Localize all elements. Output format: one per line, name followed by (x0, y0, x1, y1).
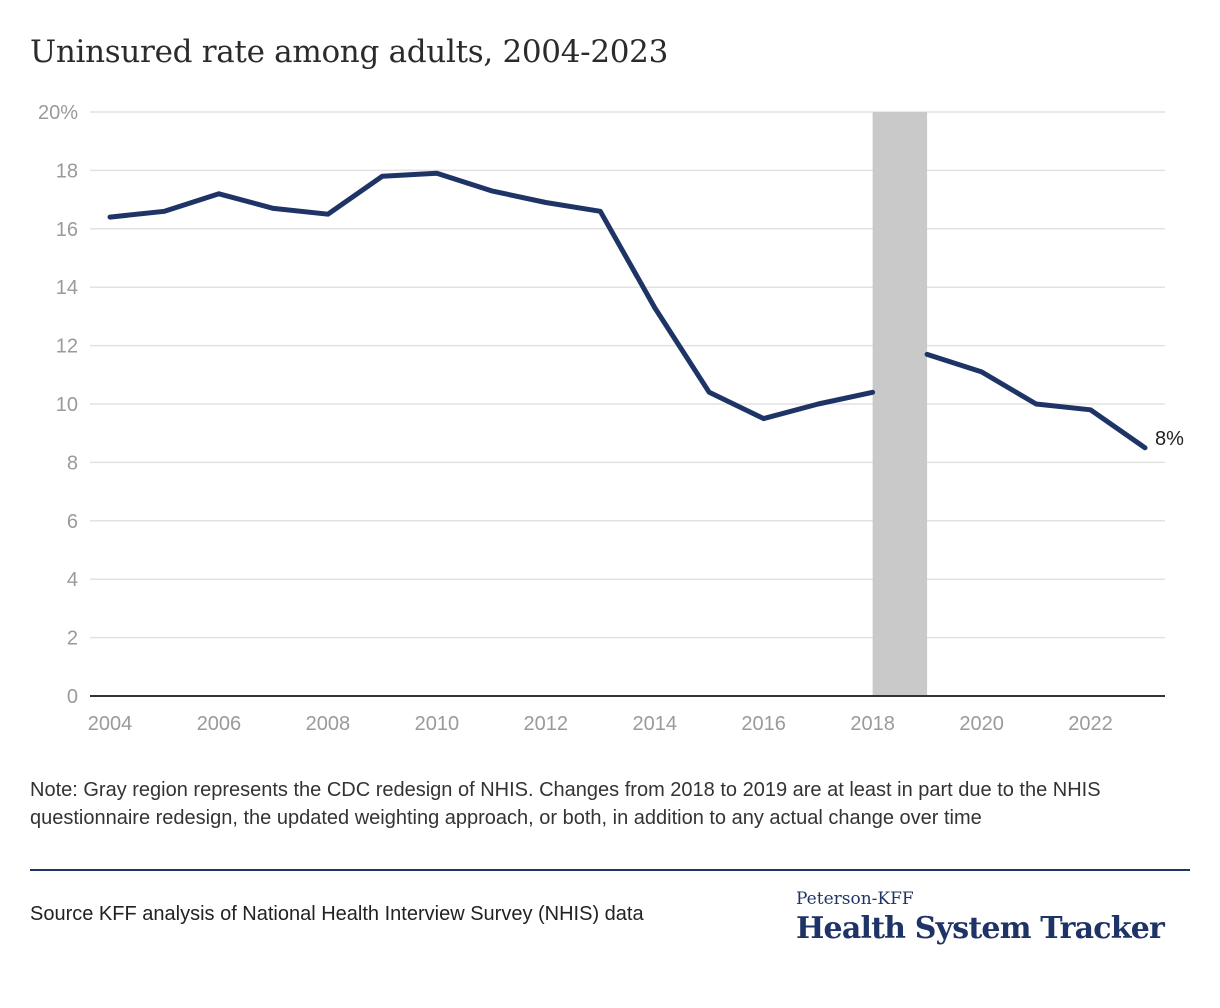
uninsured-rate-series (107, 170, 1148, 451)
y-tick-label: 2 (67, 628, 78, 650)
y-tick-label: 0 (67, 686, 78, 708)
peterson-kff-logo: Peterson-KFF Health System Tracker (796, 888, 1196, 948)
y-axis-ticks: 0 2 4 6 8 10 12 14 16 18 20% (38, 102, 78, 708)
redesign-shade-rect (872, 112, 928, 696)
x-tick-label: 2010 (415, 713, 460, 735)
y-tick-label: 12 (56, 336, 78, 358)
x-tick-label: 2020 (959, 713, 1004, 735)
x-tick-label: 2012 (524, 713, 569, 735)
x-tick-label: 2016 (741, 713, 786, 735)
y-tick-label: 6 (67, 511, 78, 533)
y-tick-label: 16 (56, 219, 78, 241)
x-axis-ticks: 2004 2006 2008 2010 2012 2014 2016 2018 2020 2022 (88, 713, 1113, 735)
y-tick-label: 20% (38, 102, 78, 124)
redesign-shaded-region (872, 112, 928, 696)
y-tick-label: 10 (56, 394, 78, 416)
chart-note: Note: Gray region represents the CDC red… (30, 779, 1101, 829)
x-tick-label: 2006 (197, 713, 242, 735)
source-text: Source KFF analysis of National Health I… (30, 903, 644, 925)
x-tick-label: 2014 (632, 713, 677, 735)
y-tick-label: 14 (56, 277, 78, 299)
x-tick-label: 2004 (88, 713, 133, 735)
y-tick-label: 8 (67, 452, 78, 474)
x-tick-label: 2018 (850, 713, 895, 735)
x-tick-label: 2008 (306, 713, 351, 735)
data-labels: 8% (1155, 428, 1184, 450)
footer-divider (30, 869, 1190, 871)
y-tick-label: 4 (67, 569, 78, 591)
series-line-segment (107, 170, 876, 422)
gridlines (90, 111, 1165, 639)
y-tick-label: 18 (56, 160, 78, 182)
chart-title: Uninsured rate among adults, 2004-2023 (30, 34, 669, 70)
logo-org-name: Peterson-KFF (796, 889, 914, 909)
end-value-label: 8% (1155, 428, 1184, 450)
series-line-segment (924, 351, 1148, 451)
x-tick-label: 2022 (1068, 713, 1113, 735)
logo-product-name: Health System Tracker (796, 911, 1165, 946)
